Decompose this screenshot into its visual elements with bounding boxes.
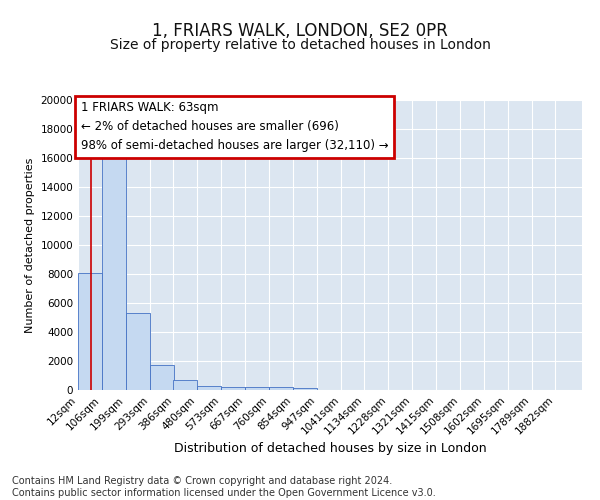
Text: Size of property relative to detached houses in London: Size of property relative to detached ho… — [110, 38, 490, 52]
Bar — [126, 313, 150, 390]
Bar — [245, 387, 269, 390]
Bar — [173, 380, 197, 390]
Text: 1, FRIARS WALK, LONDON, SE2 0PR: 1, FRIARS WALK, LONDON, SE2 0PR — [152, 22, 448, 40]
Bar — [102, 151, 126, 390]
Text: 1 FRIARS WALK: 63sqm
← 2% of detached houses are smaller (696)
98% of semi-detac: 1 FRIARS WALK: 63sqm ← 2% of detached ho… — [80, 102, 388, 152]
Bar — [269, 388, 293, 390]
X-axis label: Distribution of detached houses by size in London: Distribution of detached houses by size … — [173, 442, 487, 455]
Bar — [221, 387, 245, 390]
Y-axis label: Number of detached properties: Number of detached properties — [25, 158, 35, 332]
Bar — [293, 388, 317, 390]
Bar — [150, 364, 174, 390]
Bar — [78, 272, 102, 390]
Text: Contains HM Land Registry data © Crown copyright and database right 2024.
Contai: Contains HM Land Registry data © Crown c… — [12, 476, 436, 498]
Bar — [197, 386, 221, 390]
